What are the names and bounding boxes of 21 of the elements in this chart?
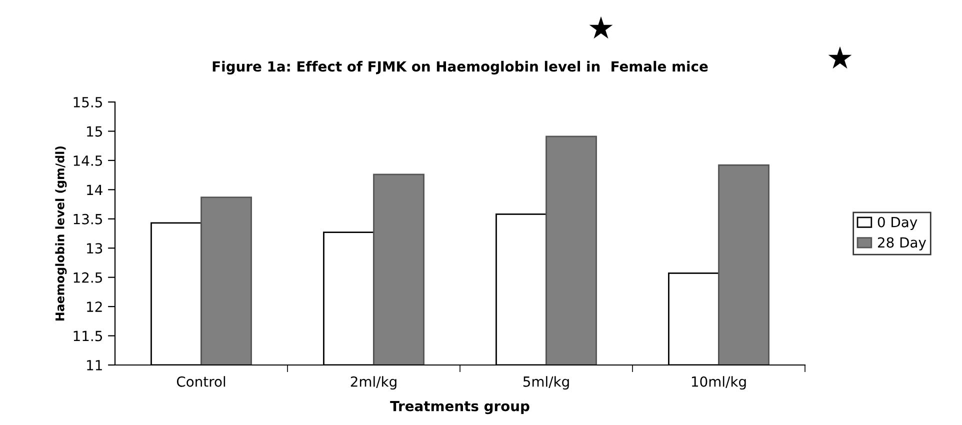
- x-tick-label: 10ml/kg: [692, 376, 746, 390]
- legend-label: 28 Day: [878, 237, 926, 250]
- legend-label: 0 Day: [878, 216, 918, 230]
- x-tick-label: 5ml/kg: [523, 376, 569, 390]
- y-tick-label: 13.5: [74, 214, 102, 224]
- y-tick-label: 15: [87, 126, 102, 137]
- x-axis-title: Treatments group: [390, 400, 530, 414]
- x-tick-label: 2ml/kg: [350, 376, 396, 390]
- chart-title: Figure 1a: Effect of FJMK on Haemoglobin level in Female mice: [212, 60, 708, 74]
- y-tick-label: 12.5: [74, 272, 102, 283]
- y-tick-label: 12: [87, 302, 102, 312]
- y-tick-label: 11: [87, 360, 102, 370]
- text: ★: [589, 16, 613, 39]
- y-tick-label: 13: [87, 243, 102, 254]
- y-tick-label: 14.5: [74, 156, 102, 166]
- y-tick-label: 15.5: [74, 97, 102, 108]
- y-axis-title: Haemoglobin level (gm/dl): [55, 146, 67, 320]
- x-tick-label: Control: [176, 376, 226, 387]
- y-tick-label: 11.5: [74, 330, 102, 342]
- text: ★: [828, 46, 852, 69]
- y-tick-label: 14: [87, 184, 102, 195]
